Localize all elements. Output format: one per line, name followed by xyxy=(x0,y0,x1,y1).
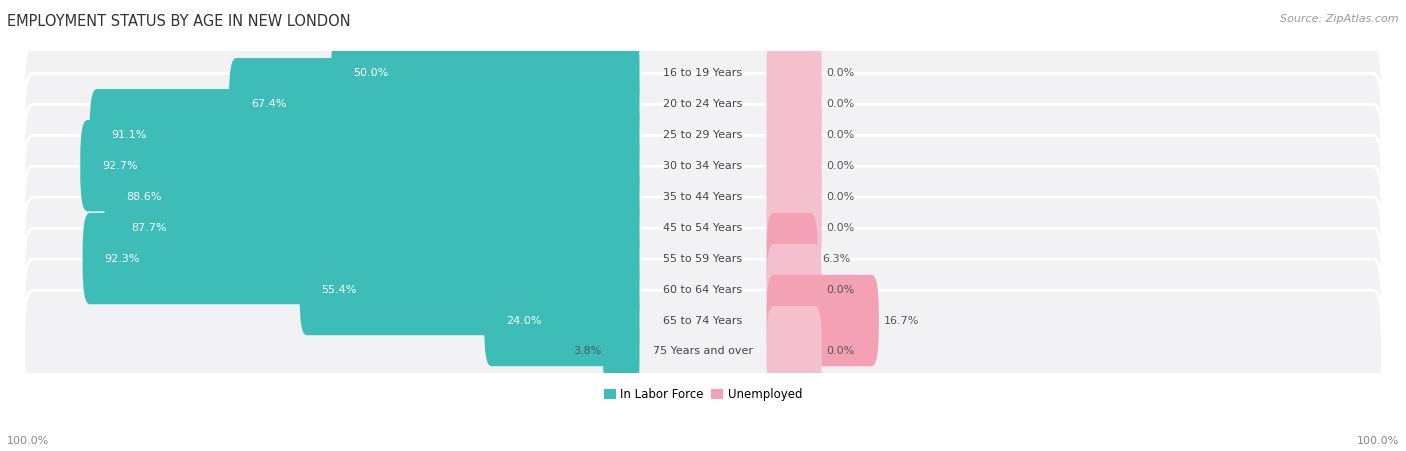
Text: 67.4%: 67.4% xyxy=(250,99,287,109)
FancyBboxPatch shape xyxy=(24,74,1382,196)
Text: 24.0%: 24.0% xyxy=(506,316,541,326)
FancyBboxPatch shape xyxy=(90,89,640,180)
FancyBboxPatch shape xyxy=(766,120,821,212)
FancyBboxPatch shape xyxy=(766,244,821,335)
FancyBboxPatch shape xyxy=(24,290,1382,413)
Text: 100.0%: 100.0% xyxy=(7,437,49,446)
Text: 65 to 74 Years: 65 to 74 Years xyxy=(664,316,742,326)
FancyBboxPatch shape xyxy=(766,58,821,149)
FancyBboxPatch shape xyxy=(24,11,1382,134)
FancyBboxPatch shape xyxy=(603,306,640,397)
FancyBboxPatch shape xyxy=(766,151,821,242)
Text: 0.0%: 0.0% xyxy=(827,99,855,109)
Text: 3.8%: 3.8% xyxy=(572,346,602,356)
Text: 100.0%: 100.0% xyxy=(1357,437,1399,446)
Text: 55.4%: 55.4% xyxy=(322,285,357,295)
FancyBboxPatch shape xyxy=(766,182,821,273)
Text: 55 to 59 Years: 55 to 59 Years xyxy=(664,253,742,263)
Text: 25 to 29 Years: 25 to 29 Years xyxy=(664,130,742,140)
Text: EMPLOYMENT STATUS BY AGE IN NEW LONDON: EMPLOYMENT STATUS BY AGE IN NEW LONDON xyxy=(7,14,350,28)
FancyBboxPatch shape xyxy=(332,27,640,119)
FancyBboxPatch shape xyxy=(24,166,1382,289)
FancyBboxPatch shape xyxy=(766,213,818,304)
FancyBboxPatch shape xyxy=(229,58,640,149)
Text: 0.0%: 0.0% xyxy=(827,192,855,202)
Text: 91.1%: 91.1% xyxy=(111,130,146,140)
FancyBboxPatch shape xyxy=(110,182,640,273)
FancyBboxPatch shape xyxy=(80,120,640,212)
Text: 75 Years and over: 75 Years and over xyxy=(652,346,754,356)
Text: 6.3%: 6.3% xyxy=(823,253,851,263)
Text: 35 to 44 Years: 35 to 44 Years xyxy=(664,192,742,202)
Text: Source: ZipAtlas.com: Source: ZipAtlas.com xyxy=(1281,14,1399,23)
FancyBboxPatch shape xyxy=(83,213,640,304)
Text: 88.6%: 88.6% xyxy=(127,192,162,202)
FancyBboxPatch shape xyxy=(484,275,640,366)
Text: 0.0%: 0.0% xyxy=(827,130,855,140)
Text: 92.7%: 92.7% xyxy=(103,161,138,170)
Text: 92.3%: 92.3% xyxy=(104,253,139,263)
Text: 20 to 24 Years: 20 to 24 Years xyxy=(664,99,742,109)
Text: 0.0%: 0.0% xyxy=(827,285,855,295)
FancyBboxPatch shape xyxy=(766,27,821,119)
FancyBboxPatch shape xyxy=(766,275,879,366)
Text: 45 to 54 Years: 45 to 54 Years xyxy=(664,223,742,233)
FancyBboxPatch shape xyxy=(24,135,1382,258)
Text: 60 to 64 Years: 60 to 64 Years xyxy=(664,285,742,295)
Text: 0.0%: 0.0% xyxy=(827,161,855,170)
FancyBboxPatch shape xyxy=(766,306,821,397)
Text: 87.7%: 87.7% xyxy=(131,223,167,233)
FancyBboxPatch shape xyxy=(24,197,1382,320)
FancyBboxPatch shape xyxy=(24,259,1382,382)
FancyBboxPatch shape xyxy=(104,151,640,242)
Legend: In Labor Force, Unemployed: In Labor Force, Unemployed xyxy=(599,383,807,406)
Text: 16 to 19 Years: 16 to 19 Years xyxy=(664,68,742,78)
Text: 0.0%: 0.0% xyxy=(827,346,855,356)
FancyBboxPatch shape xyxy=(24,104,1382,227)
FancyBboxPatch shape xyxy=(24,42,1382,165)
FancyBboxPatch shape xyxy=(24,228,1382,351)
Text: 0.0%: 0.0% xyxy=(827,68,855,78)
FancyBboxPatch shape xyxy=(766,89,821,180)
Text: 50.0%: 50.0% xyxy=(353,68,388,78)
Text: 16.7%: 16.7% xyxy=(883,316,920,326)
Text: 0.0%: 0.0% xyxy=(827,223,855,233)
FancyBboxPatch shape xyxy=(299,244,640,335)
Text: 30 to 34 Years: 30 to 34 Years xyxy=(664,161,742,170)
